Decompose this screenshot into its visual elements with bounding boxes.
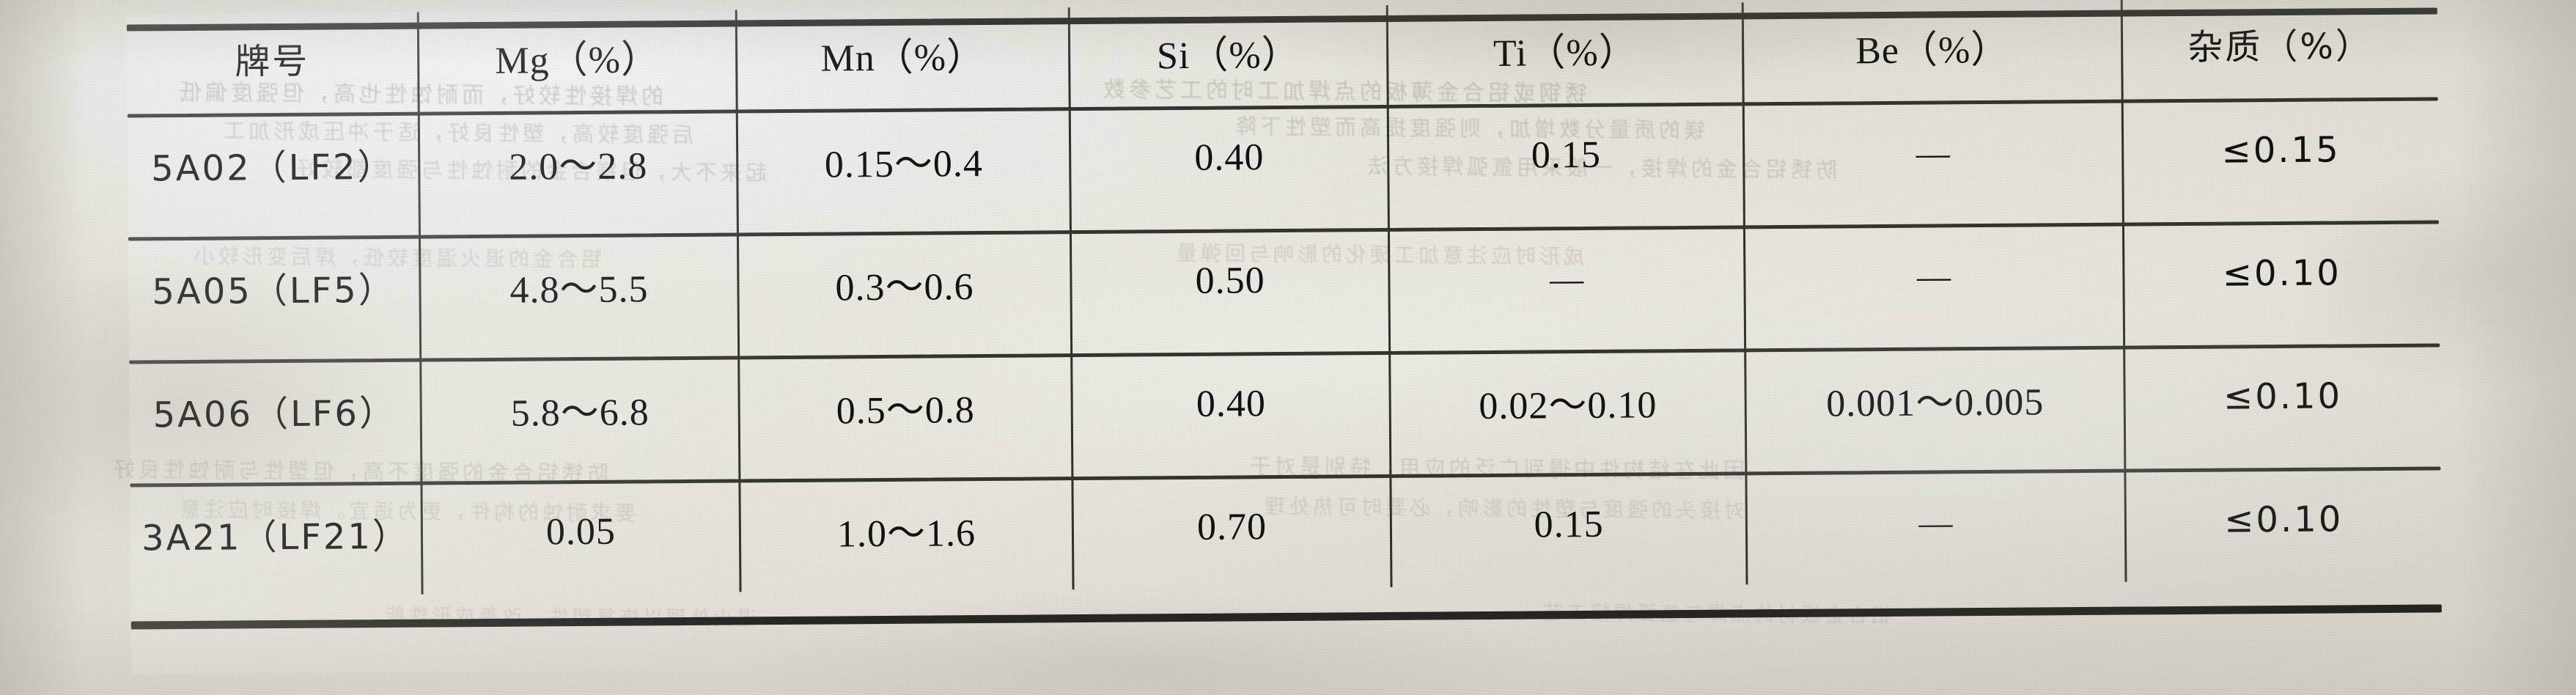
cell-value: 5A05（LF5） bbox=[152, 269, 396, 313]
cell-value: 0.001～0.005 bbox=[1826, 380, 2045, 425]
rule-table-bottom bbox=[130, 604, 2442, 630]
cell-mn: 0.5～0.8 bbox=[738, 343, 1073, 469]
cell-grade: 5A02（LF2） bbox=[127, 101, 420, 227]
column-header-be: Be（%） bbox=[1743, 0, 2122, 92]
cell-value: 0.05 bbox=[545, 510, 617, 553]
cell-value: 0.70 bbox=[1196, 505, 1267, 548]
cell-mg: 0.05 bbox=[421, 468, 740, 595]
table-row: 5A06（LF6） 5.8～6.8 0.5～0.8 0.40 0.02～0.10 0.00… bbox=[129, 333, 2441, 474]
cell-value: 0.40 bbox=[1196, 382, 1267, 425]
cell-value: ≤0.10 bbox=[2222, 251, 2342, 295]
cell-be: — bbox=[1746, 458, 2126, 585]
cell-mn: 0.15～0.4 bbox=[736, 97, 1071, 223]
cell-value: 5A02（LF2） bbox=[150, 146, 395, 190]
value-not-applicable: — bbox=[1916, 257, 1952, 295]
cell-value: 0.02～0.10 bbox=[1479, 383, 1657, 427]
column-header-label: Si（%） bbox=[1156, 34, 1300, 77]
cell-mg: 5.8～6.8 bbox=[420, 345, 740, 471]
column-header-label: 杂质（%） bbox=[2187, 26, 2374, 68]
cell-mn: 1.0～1.6 bbox=[739, 466, 1074, 592]
column-header-ti: Ti（%） bbox=[1387, 2, 1744, 95]
cell-value: 2.0～2.8 bbox=[509, 144, 648, 188]
column-header-si: Si（%） bbox=[1069, 4, 1388, 98]
column-header-label: Mn（%） bbox=[820, 36, 986, 80]
cell-value: ≤0.15 bbox=[2221, 128, 2341, 172]
column-header-impurity: 杂质（%） bbox=[2121, 0, 2438, 89]
cell-grade: 3A21（LF21） bbox=[130, 471, 423, 597]
cell-value: 0.15～0.4 bbox=[824, 142, 984, 186]
column-header-label: Ti（%） bbox=[1493, 31, 1638, 75]
column-header-mn: Mn（%） bbox=[736, 7, 1070, 100]
cell-value: 0.5～0.8 bbox=[836, 389, 976, 432]
cell-value: 5A06（LF6） bbox=[152, 392, 397, 436]
table-row: 5A05（LF5） 4.8～5.5 0.3～0.6 0.50 — — ≤0.10 bbox=[128, 210, 2440, 350]
cell-impurity: ≤0.10 bbox=[2124, 333, 2441, 459]
column-header-mg: Mg（%） bbox=[418, 10, 737, 102]
cell-value: 4.8～5.5 bbox=[509, 268, 649, 312]
cell-value: ≤0.10 bbox=[2223, 375, 2343, 418]
cell-ti: 0.15 bbox=[1390, 461, 1748, 587]
cell-grade: 5A06（LF6） bbox=[129, 348, 422, 474]
table-region: 牌号 Mg（%） Mn（%） Si（%） Ti（%） Be（%） 杂质（%） 5A02（LF… bbox=[126, 0, 2443, 674]
cell-value: 0.50 bbox=[1195, 259, 1265, 302]
cell-mg: 4.8～5.5 bbox=[419, 222, 739, 348]
column-header-grade: 牌号 bbox=[126, 12, 419, 104]
cell-si: 0.40 bbox=[1071, 340, 1391, 467]
cell-impurity: ≤0.15 bbox=[2121, 87, 2439, 213]
column-header-label: Be（%） bbox=[1855, 29, 2010, 72]
cell-mg: 2.0～2.8 bbox=[419, 99, 738, 225]
cell-value: 0.40 bbox=[1194, 136, 1265, 179]
cell-ti: 0.02～0.10 bbox=[1389, 338, 1747, 464]
cell-value: 0.15 bbox=[1531, 133, 1602, 177]
aluminium-alloy-composition-table: 牌号 Mg（%） Mn（%） Si（%） Ti（%） Be（%） 杂质（%） 5A02（LF… bbox=[126, 0, 2442, 597]
cell-value: 0.15 bbox=[1534, 503, 1604, 546]
cell-value: ≤0.10 bbox=[2224, 498, 2344, 541]
table-row: 3A21（LF21） 0.05 1.0～1.6 0.70 0.15 — ≤0.10 bbox=[130, 456, 2442, 597]
cell-impurity: ≤0.10 bbox=[2124, 456, 2442, 582]
cell-value: 3A21（LF21） bbox=[141, 515, 411, 559]
page-left-shadow bbox=[0, 0, 88, 695]
cell-be: — bbox=[1744, 212, 2124, 339]
cell-ti: — bbox=[1388, 215, 1745, 341]
cell-value: 5.8～6.8 bbox=[510, 391, 649, 435]
cell-value: 0.3～0.6 bbox=[835, 265, 974, 309]
cell-impurity: ≤0.10 bbox=[2123, 210, 2440, 336]
value-not-applicable: — bbox=[1549, 260, 1585, 298]
page-right-shadow bbox=[2459, 0, 2576, 695]
table-header-row: 牌号 Mg（%） Mn（%） Si（%） Ti（%） Be（%） 杂质（%） bbox=[126, 0, 2438, 104]
cell-grade: 5A05（LF5） bbox=[128, 224, 421, 350]
cell-si: 0.50 bbox=[1070, 217, 1390, 344]
column-header-label: 牌号 bbox=[235, 40, 310, 83]
column-header-label: Mg（%） bbox=[495, 38, 660, 82]
cell-value: 1.0～1.6 bbox=[836, 512, 976, 555]
cell-ti: 0.15 bbox=[1388, 92, 1745, 218]
cell-be: — bbox=[1743, 89, 2124, 216]
cell-si: 0.40 bbox=[1070, 94, 1389, 221]
cell-mn: 0.3～0.6 bbox=[737, 220, 1072, 346]
value-not-applicable: — bbox=[1918, 503, 1954, 542]
cell-si: 0.70 bbox=[1072, 463, 1392, 590]
cell-be: 0.001～0.005 bbox=[1745, 335, 2125, 462]
table-row: 5A02（LF2） 2.0～2.8 0.15～0.4 0.40 0.15 — ≤0.15 bbox=[127, 87, 2439, 227]
value-not-applicable: — bbox=[1916, 133, 1951, 172]
